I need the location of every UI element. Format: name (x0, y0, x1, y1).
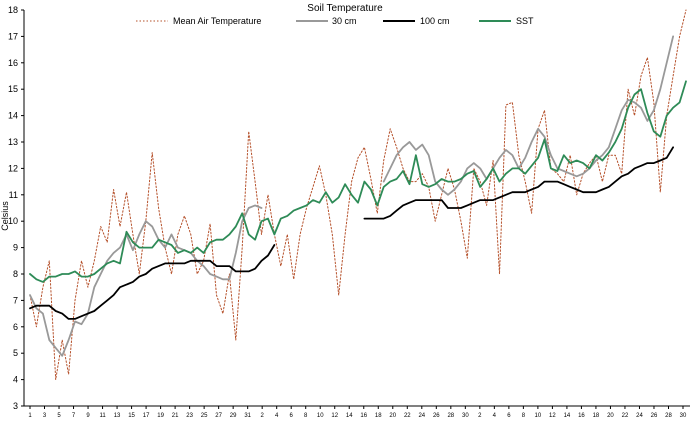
y-tick-label: 15 (8, 84, 18, 94)
y-tick-label: 5 (13, 348, 18, 358)
y-tick-label: 10 (8, 216, 18, 226)
x-tick-label: 10 (317, 413, 324, 419)
legend-label: 30 cm (332, 16, 357, 26)
x-tick-labels: 1 3 5 7 9 11 13 15 17 19 21 23 25 27 29 31 2 4 6 8 10 12 14 16 1… (28, 413, 687, 419)
x-tick-label: 30 (462, 413, 469, 419)
x-tick-label: 24 (418, 413, 425, 419)
series-line-30-cm (382, 35, 674, 196)
x-tick-label: 9 (86, 413, 90, 419)
x-tick-label: 10 (535, 413, 542, 419)
y-tick-label: 11 (9, 190, 18, 200)
series-line-100-cm (363, 146, 674, 220)
series-line-sst (29, 80, 687, 283)
chart-title: Soil Temperature (307, 3, 383, 14)
x-tick-label: 27 (215, 413, 222, 419)
y-axis-label: Celsius (0, 201, 10, 231)
x-tick-label: 20 (389, 413, 396, 419)
x-tick-label: 24 (636, 413, 643, 419)
series-line-100-cm (29, 244, 276, 320)
x-tick-label: 12 (331, 413, 338, 419)
y-tick-label: 8 (13, 269, 18, 279)
x-tick-label: 14 (564, 413, 571, 419)
y-tick-label: 16 (8, 58, 18, 68)
y-tick-label: 12 (8, 163, 18, 173)
y-tick-label: 4 (13, 375, 18, 385)
y-tick-label: 9 (13, 243, 18, 253)
x-tick-label: 17 (143, 413, 150, 419)
x-tick-label: 8 (304, 413, 308, 419)
x-tick-label: 16 (578, 413, 585, 419)
x-tick-label: 5 (57, 413, 61, 419)
series-line-mean-air-temperature (29, 9, 687, 381)
x-tick-label: 28 (447, 413, 454, 419)
x-tick-label: 7 (72, 413, 76, 419)
y-tick-label: 18 (8, 5, 18, 15)
x-tick-label: 2 (261, 413, 265, 419)
axis-layer (21, 9, 690, 409)
x-tick-label: 23 (186, 413, 193, 419)
x-tick-label: 6 (290, 413, 294, 419)
x-tick-label: 12 (549, 413, 556, 419)
x-tick-label: 22 (622, 413, 629, 419)
x-tick-label: 29 (230, 413, 237, 419)
series-lines (29, 9, 687, 381)
x-tick-label: 30 (680, 413, 687, 419)
x-tick-label: 4 (275, 413, 279, 419)
x-tick-label: 6 (507, 413, 511, 419)
x-tick-label: 15 (128, 413, 135, 419)
x-tick-label: 18 (593, 413, 600, 419)
legend-label: 100 cm (420, 16, 450, 26)
legend: Mean Air Temperature 30 cm 100 cm SST (136, 16, 534, 26)
x-tick-label: 21 (172, 413, 179, 419)
y-tick-labels: 3 4 5 6 7 8 9 10 11 12 13 14 15 16 17 18 (8, 5, 18, 411)
x-tick-label: 26 (433, 413, 440, 419)
x-tick-label: 1 (28, 413, 32, 419)
y-tick-label: 13 (8, 137, 18, 147)
x-tick-label: 8 (522, 413, 526, 419)
x-tick-label: 26 (651, 413, 658, 419)
x-tick-label: 31 (244, 413, 251, 419)
legend-label: SST (516, 16, 534, 26)
series-line-30-cm (29, 204, 263, 357)
x-tick-label: 13 (114, 413, 121, 419)
x-tick-label: 20 (607, 413, 614, 419)
x-tick-label: 2 (478, 413, 482, 419)
x-tick-label: 25 (201, 413, 208, 419)
legend-label: Mean Air Temperature (173, 16, 261, 26)
y-tick-label: 7 (13, 295, 18, 305)
x-tick-label: 22 (404, 413, 411, 419)
x-tick-label: 16 (360, 413, 367, 419)
x-tick-label: 3 (43, 413, 47, 419)
x-tick-label: 11 (99, 413, 106, 419)
x-tick-label: 4 (493, 413, 497, 419)
y-tick-label: 3 (13, 401, 18, 411)
y-tick-label: 6 (13, 322, 18, 332)
x-tick-label: 28 (665, 413, 672, 419)
x-tick-label: 14 (346, 413, 353, 419)
x-tick-label: 18 (375, 413, 382, 419)
y-tick-label: 14 (8, 111, 18, 121)
y-tick-label: 17 (8, 31, 18, 41)
x-tick-label: 19 (157, 413, 164, 419)
